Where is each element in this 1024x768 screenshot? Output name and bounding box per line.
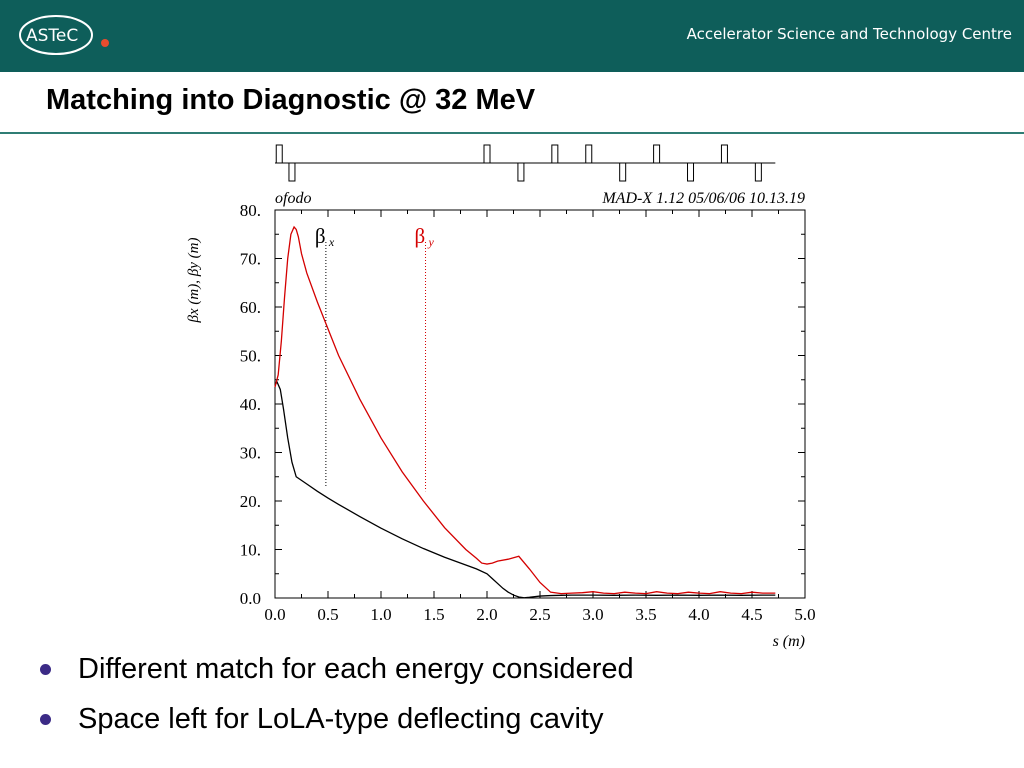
y-axis-label: βx (m), βy (m) [186,238,202,324]
plot-frame [274,209,806,599]
x-tick-label: 4.0 [688,605,709,624]
focusing-quad-icon [585,144,593,164]
x-tick-label: 1.0 [370,605,391,624]
y-tick-label: 60. [240,298,261,317]
bullet-item: Different match for each energy consider… [40,648,634,698]
y-tick-label: 20. [240,492,261,511]
x-tick-label: 2.0 [476,605,497,624]
x-tick-label: 2.5 [529,605,550,624]
x-tick-label: 3.0 [582,605,603,624]
logo-text: ASTeC [26,26,78,46]
bullet-dot-icon [40,714,51,725]
y-tick-label: 70. [240,250,261,269]
title-divider [0,132,1024,134]
defocusing-quad-icon [619,162,627,182]
y-tick-label: 10. [240,541,261,560]
y-tick-label: 40. [240,395,261,414]
x-tick-label: 4.5 [741,605,762,624]
header-bar: ASTeC Accelerator Science and Technology… [0,0,1024,72]
beta-x-line [274,380,776,599]
x-tick-label: 1.5 [423,605,444,624]
bullet-dot-icon [40,664,51,675]
focusing-quad-icon [720,144,728,164]
legend-label: β [415,224,426,248]
y-tick-label: 80. [240,201,261,220]
focusing-quad-icon [653,144,661,164]
legend-label: β [315,224,326,248]
astec-logo: ASTeC [19,15,109,55]
bullet-item: Space left for LoLA-type deflecting cavi… [40,698,634,748]
beta-function-chart: 0.0 0.5 1.0 1.5 2.0 2.5 3.0 3.5 4.0 4.5 5.0 0.0 10. 2… [186,144,816,650]
legend-subscript: y [428,235,435,249]
run-info-label: MAD-X 1.12 05/06/06 10.13.19 [601,190,805,207]
focusing-quad-icon [551,144,559,164]
program-label: ofodo [275,190,311,207]
y-tick-label: 30. [240,444,261,463]
bullet-list: Different match for each energy consider… [40,648,634,748]
x-tick-label: 3.5 [635,605,656,624]
legend-subscript: x [328,235,335,249]
logo-dot [101,39,109,47]
y-tick-label: 50. [240,347,261,366]
defocusing-quad-icon [754,162,762,182]
defocusing-quad-icon [687,162,695,182]
bullet-text: Different match for each energy consider… [78,653,634,685]
slide-title: Matching into Diagnostic @ 32 MeV [46,84,536,116]
y-tick-label: 0.0 [240,589,261,608]
x-tick-label: 0.5 [317,605,338,624]
defocusing-quad-icon [288,162,296,182]
defocusing-quad-icon [517,162,525,182]
beta-y-line [274,225,776,595]
x-tick-label: 5.0 [794,605,815,624]
focusing-quad-icon [483,144,491,164]
focusing-quad-icon [275,144,283,164]
bullet-text: Space left for LoLA-type deflecting cavi… [78,703,604,735]
x-tick-label: 0.0 [264,605,285,624]
x-axis-label: s (m) [773,633,805,650]
organization-name: Accelerator Science and Technology Centr… [686,25,1012,43]
